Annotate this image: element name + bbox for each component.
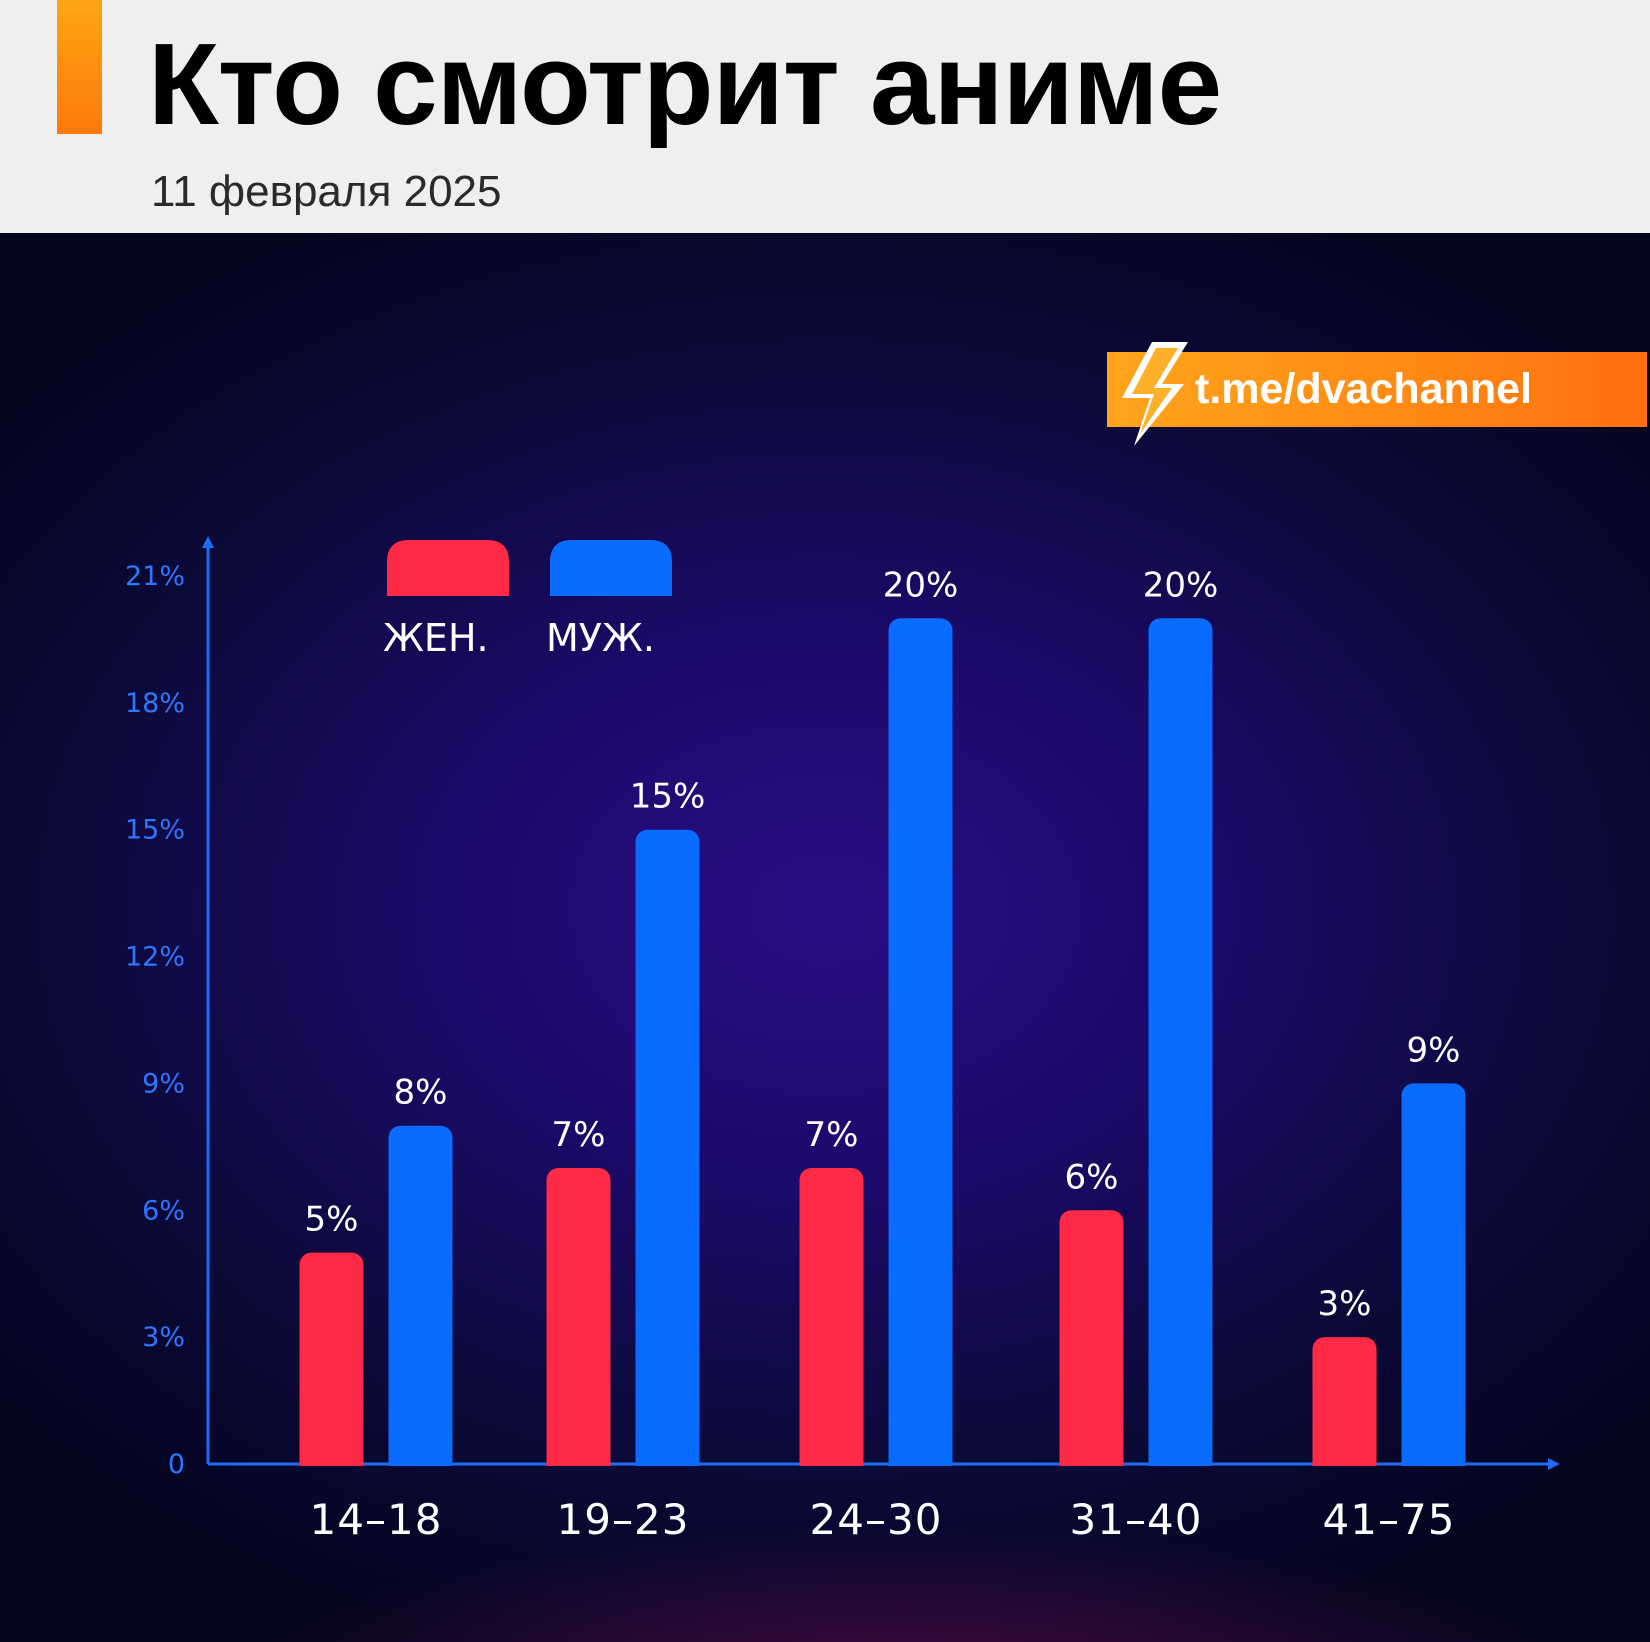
bar-female-base xyxy=(799,1450,864,1466)
y-tick-label: 9% xyxy=(142,1068,185,1099)
bar-male-base xyxy=(888,1450,953,1466)
bar-male-base xyxy=(635,1450,700,1466)
bar-male xyxy=(1401,1083,1466,1466)
bar-male xyxy=(388,1125,453,1466)
bar-female-base xyxy=(1312,1450,1377,1466)
bar-male xyxy=(1148,618,1213,1466)
bar-male xyxy=(888,618,953,1466)
bar-value-label: 7% xyxy=(805,1115,859,1155)
x-tick-label: 31–40 xyxy=(1070,1495,1203,1544)
x-axis-arrow xyxy=(1548,1458,1560,1470)
bar-female-base xyxy=(546,1450,611,1466)
bar-value-label: 6% xyxy=(1065,1157,1119,1197)
bar-female xyxy=(299,1252,364,1466)
watermark-banner[interactable]: t.me/dvachannel xyxy=(1107,352,1647,427)
x-tick-label: 14–18 xyxy=(310,1495,443,1544)
bar-female xyxy=(546,1168,611,1466)
bar-female xyxy=(1312,1337,1377,1466)
publish-date: 11 февраля 2025 xyxy=(151,167,502,216)
bar-male-base xyxy=(388,1450,453,1466)
bar-value-label: 3% xyxy=(1318,1284,1372,1324)
x-tick-label: 41–75 xyxy=(1323,1495,1456,1544)
y-axis-arrow xyxy=(202,536,214,548)
x-tick-label: 24–30 xyxy=(810,1495,943,1544)
y-tick-label: 12% xyxy=(125,942,185,973)
legend-female-label: ЖЕН. xyxy=(383,616,489,660)
x-tick-label: 19–23 xyxy=(557,1495,690,1544)
bar-value-label: 9% xyxy=(1407,1030,1461,1070)
legend-male-swatch xyxy=(550,540,672,596)
accent-bar xyxy=(57,0,102,134)
bar-value-label: 8% xyxy=(394,1073,448,1113)
legend-male-label: МУЖ. xyxy=(546,616,655,660)
y-tick-label: 3% xyxy=(142,1322,185,1353)
bar-female-base xyxy=(1059,1450,1124,1466)
y-tick-label: 21% xyxy=(125,561,185,592)
watermark-link[interactable]: t.me/dvachannel xyxy=(1195,365,1532,413)
y-tick-label: 0 xyxy=(168,1449,185,1480)
bar-male-base xyxy=(1401,1450,1466,1466)
bar-value-label: 20% xyxy=(883,565,959,605)
bar-male-base xyxy=(1148,1450,1213,1466)
bar-chart: 0 3% 6% 9% 12% 15% 18% 21% 5% 8% 14–18 7% 15% 19–23 7%… xyxy=(125,536,1560,1544)
bar-value-label: 15% xyxy=(630,777,706,817)
header: Кто смотрит аниме 11 февраля 2025 xyxy=(0,0,1650,233)
bar-value-label: 5% xyxy=(305,1200,359,1240)
bar-value-label: 20% xyxy=(1143,565,1219,605)
y-tick-label: 18% xyxy=(125,688,185,719)
bar-value-label: 7% xyxy=(552,1115,606,1155)
y-tick-label: 6% xyxy=(142,1195,185,1226)
bar-female xyxy=(799,1168,864,1466)
legend-female-swatch xyxy=(387,540,509,596)
page-title: Кто смотрит аниме xyxy=(148,19,1222,149)
bar-male xyxy=(635,829,700,1466)
bar-female-base xyxy=(299,1450,364,1466)
bar-female xyxy=(1059,1210,1124,1466)
lightning-bolt-icon xyxy=(1122,342,1188,446)
y-tick-label: 15% xyxy=(125,815,185,846)
